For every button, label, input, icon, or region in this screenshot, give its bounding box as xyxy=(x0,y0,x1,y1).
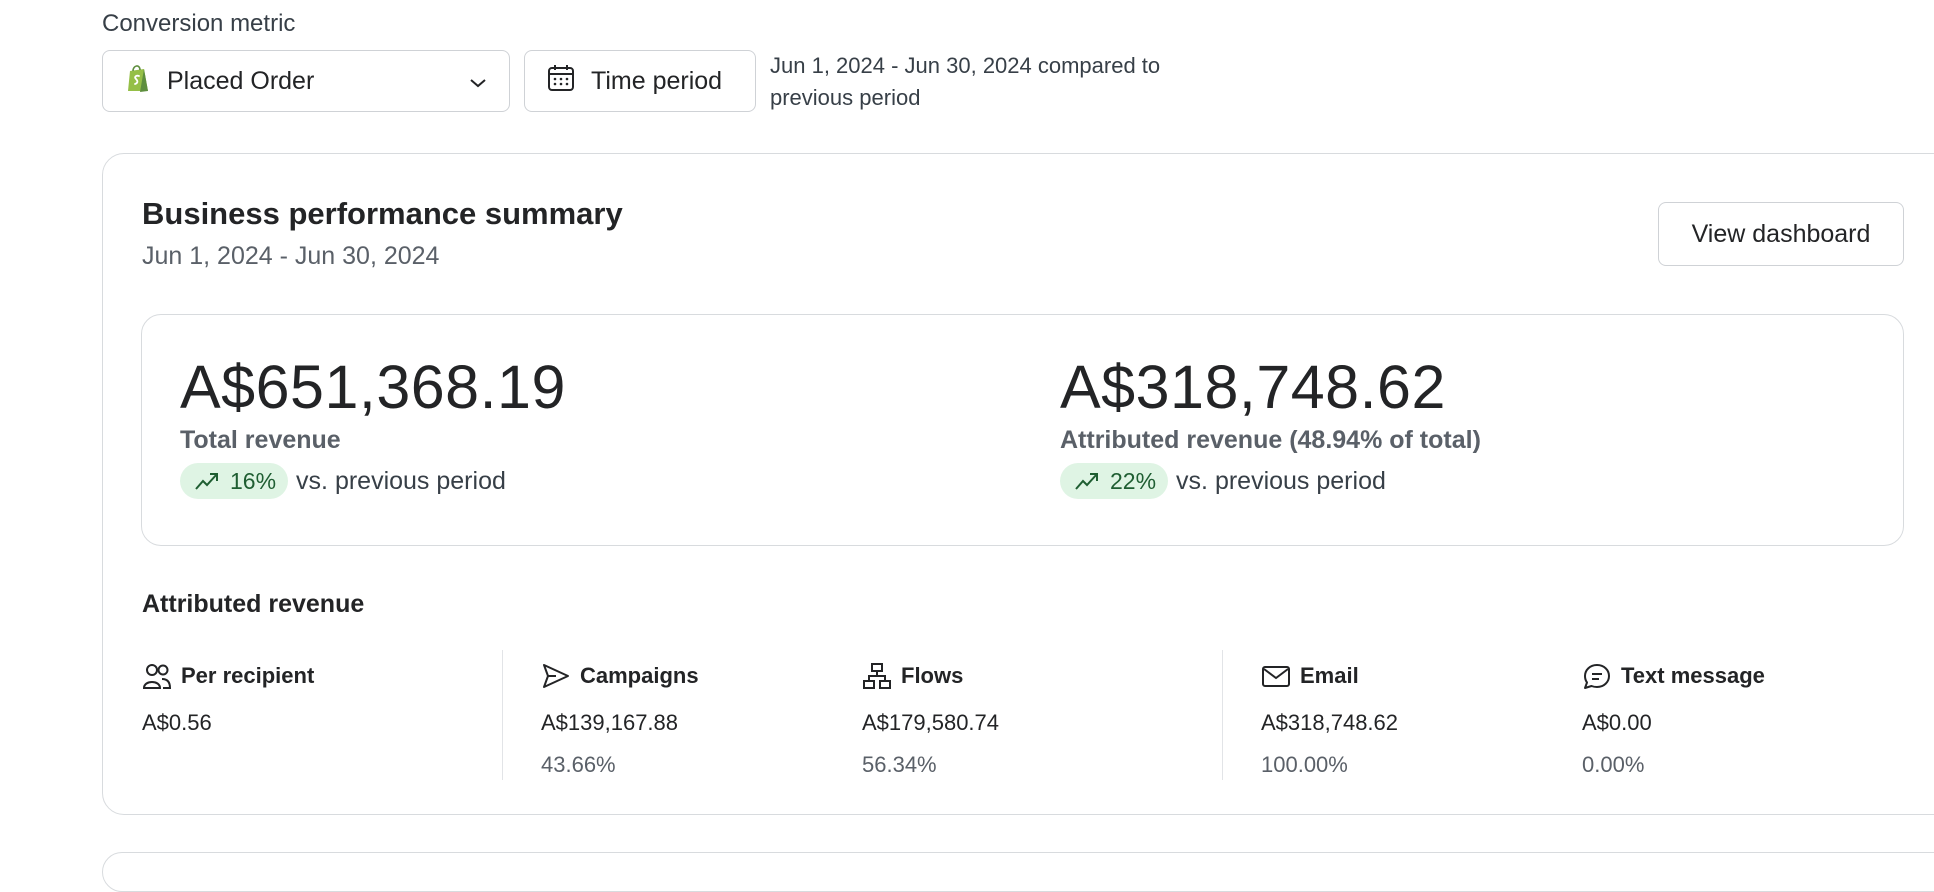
text-message-value: A$0.00 xyxy=(1582,710,1652,735)
column-divider xyxy=(502,650,503,780)
view-dashboard-button[interactable]: View dashboard xyxy=(1658,202,1904,266)
trend-badge: 22% xyxy=(1060,463,1169,499)
campaigns-percent: 43.66% xyxy=(541,752,616,777)
chevron-down-icon xyxy=(469,67,487,96)
attributed-revenue-value: A$318,748.62 xyxy=(1060,353,1446,421)
time-period-button[interactable]: Time period xyxy=(524,50,756,112)
message-icon xyxy=(1584,664,1610,689)
total-revenue-label: Total revenue xyxy=(180,426,341,454)
trend-up-icon xyxy=(195,473,218,490)
time-period-label: Time period xyxy=(591,66,723,95)
card-date-range: Jun 1, 2024 - Jun 30, 2024 xyxy=(142,242,440,270)
card-title: Business performance summary xyxy=(142,196,623,231)
shopify-icon xyxy=(125,63,151,100)
text-message-column: Text message A$0.00 0.00% xyxy=(1582,662,1765,778)
attributed-revenue-title: Attributed revenue xyxy=(142,590,365,618)
comparison-period-text: Jun 1, 2024 - Jun 30, 2024 compared to p… xyxy=(770,53,1161,110)
email-value: A$318,748.62 xyxy=(1261,710,1399,735)
trend-comparison: vs. previous period xyxy=(296,466,506,495)
mail-icon xyxy=(1262,666,1290,687)
text-message-label: Text message xyxy=(1621,663,1765,688)
attributed-revenue-trend: 22% vs. previous period xyxy=(1060,463,1481,499)
attributed-revenue-label: Attributed revenue (48.94% of total) xyxy=(1060,426,1481,454)
conversion-metric-label: Conversion metric xyxy=(102,10,296,37)
trend-percent: 16% xyxy=(230,467,277,494)
campaigns-label: Campaigns xyxy=(580,663,699,688)
column-divider xyxy=(1222,650,1223,780)
email-column: Email A$318,748.62 100.00% xyxy=(1261,662,1398,778)
business-performance-card xyxy=(102,153,1934,815)
attributed-revenue-block: A$318,748.62 Attributed revenue (48.94% … xyxy=(1060,352,1481,499)
campaigns-column: Campaigns A$139,167.88 43.66% xyxy=(541,662,699,778)
email-label: Email xyxy=(1300,663,1359,688)
calendar-icon xyxy=(547,64,575,99)
trend-percent: 22% xyxy=(1110,467,1157,494)
per-recipient-label: Per recipient xyxy=(181,663,315,688)
send-icon xyxy=(543,664,569,688)
total-revenue-block: A$651,368.19 Total revenue 16% vs. previ… xyxy=(180,352,566,499)
users-icon xyxy=(142,664,172,689)
flows-label: Flows xyxy=(901,663,964,688)
flows-percent: 56.34% xyxy=(862,752,937,777)
revenue-stats-box xyxy=(141,314,1904,546)
conversion-metric-value: Placed Order xyxy=(167,66,315,95)
trend-badge: 16% xyxy=(180,463,289,499)
total-revenue-value: A$651,368.19 xyxy=(180,353,566,421)
trend-up-icon xyxy=(1075,473,1098,490)
campaigns-value: A$139,167.88 xyxy=(541,710,679,735)
next-card xyxy=(102,852,1934,892)
email-percent: 100.00% xyxy=(1261,752,1348,777)
per-recipient-value: A$0.56 xyxy=(142,710,212,735)
per-recipient-column: Per recipient A$0.56 xyxy=(142,662,314,736)
total-revenue-trend: 16% vs. previous period xyxy=(180,463,566,499)
text-message-percent: 0.00% xyxy=(1582,752,1645,777)
flows-column: Flows A$179,580.74 56.34% xyxy=(862,662,999,778)
flow-icon xyxy=(863,663,891,689)
conversion-metric-select[interactable]: Placed Order xyxy=(102,50,510,112)
trend-comparison: vs. previous period xyxy=(1176,466,1386,495)
flows-value: A$179,580.74 xyxy=(862,710,1000,735)
